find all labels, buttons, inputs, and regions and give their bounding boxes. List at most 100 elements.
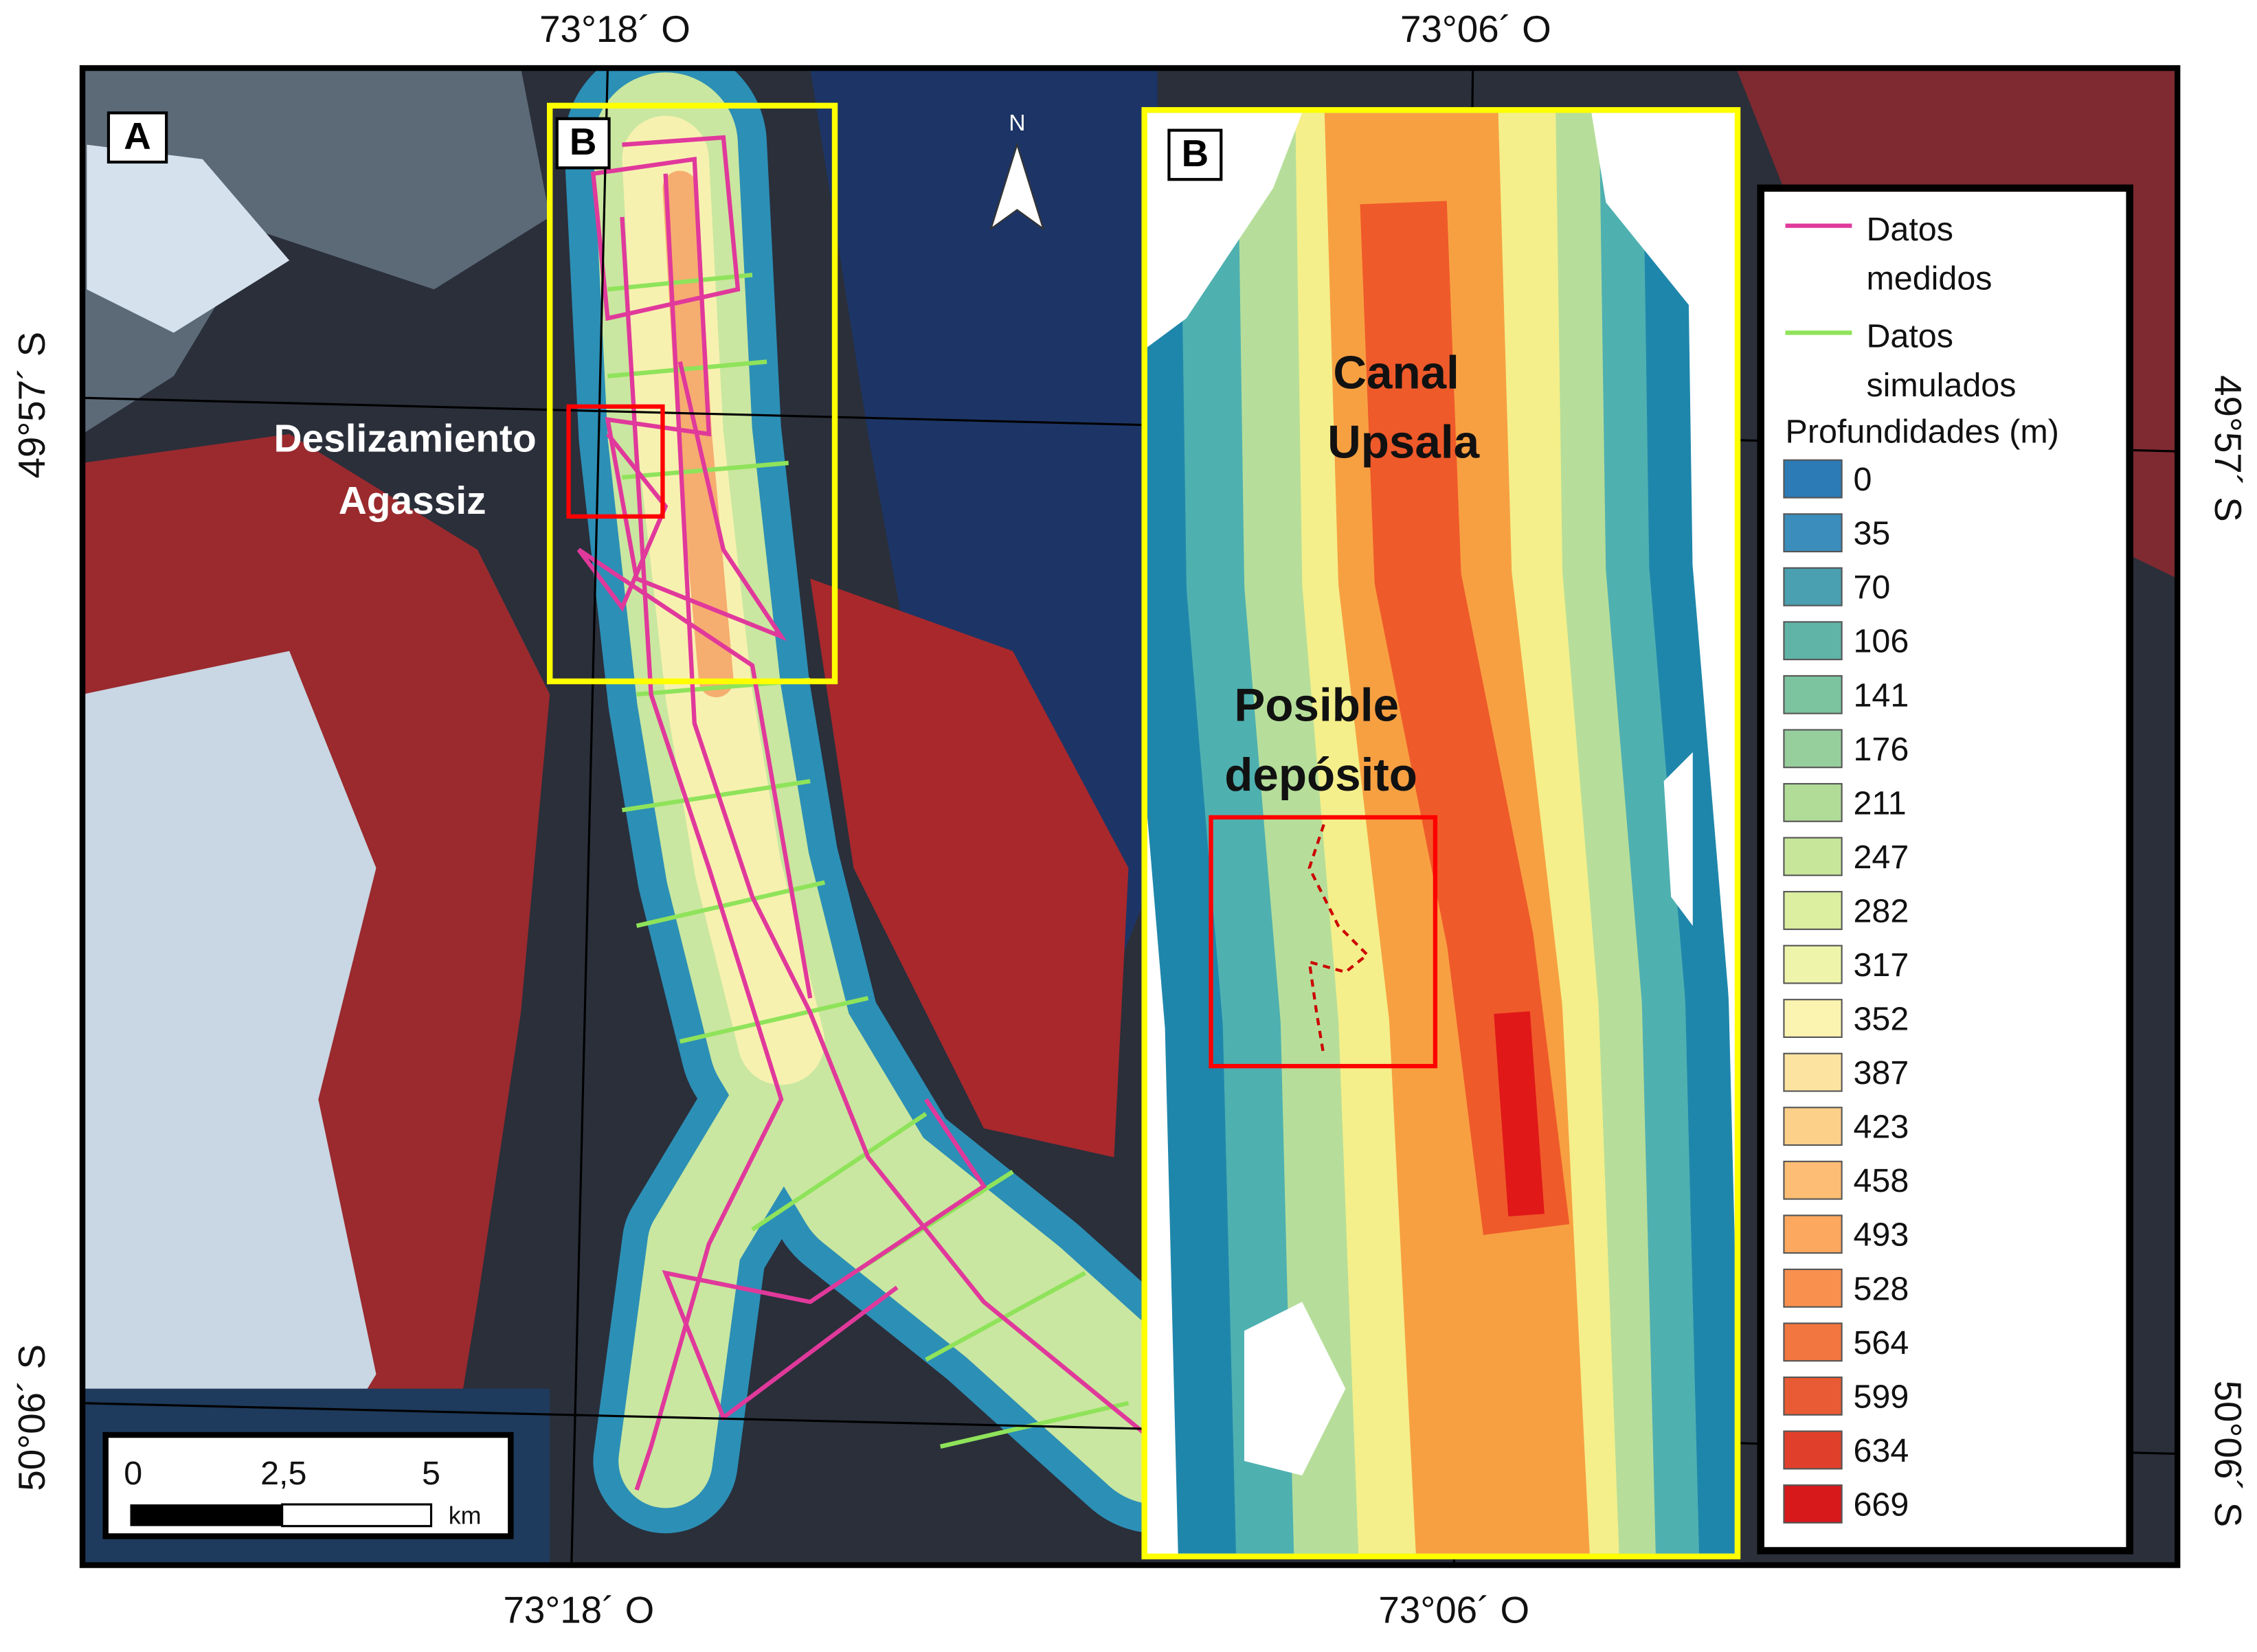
transect — [680, 996, 869, 1044]
coordinate-label: 50°06´ S — [2207, 1381, 2249, 1528]
track — [620, 216, 784, 1491]
coordinate-label: 73°06´ O — [1378, 1589, 1529, 1631]
legend-label: 669 — [1853, 1486, 1909, 1523]
legend-swatch — [1783, 944, 1843, 984]
legend-label: 493 — [1853, 1217, 1909, 1254]
legend-label: 634 — [1853, 1432, 1909, 1469]
panel-label-box — [106, 111, 168, 164]
transect — [607, 359, 767, 378]
annotation: Posible — [1234, 680, 1399, 732]
track — [663, 173, 1145, 1434]
legend-label: 141 — [1853, 677, 1909, 714]
scale-label: 2,5 — [260, 1455, 306, 1492]
scale-segment — [281, 1503, 433, 1528]
inset-frame — [1141, 106, 1741, 1560]
legend-swatch — [1783, 621, 1843, 661]
transect — [607, 273, 753, 292]
scale-segment — [130, 1504, 282, 1526]
deposit-outline — [1307, 824, 1370, 1056]
legend-swatch — [1783, 1107, 1843, 1146]
deposit-box — [566, 404, 665, 519]
graticule-line — [570, 68, 609, 1565]
legend-title: Profundidades (m) — [1786, 414, 2059, 451]
legend-label: medidos — [1866, 260, 1992, 297]
scale-label: 0 — [124, 1455, 142, 1492]
coordinate-label: 49°57´ S — [2207, 375, 2249, 522]
legend-label: Datos — [1866, 211, 1953, 248]
legend-swatch — [1783, 1214, 1843, 1254]
legend-label: Datos — [1866, 318, 1953, 355]
map-frame — [79, 65, 2181, 1568]
legend-label: 387 — [1853, 1054, 1909, 1091]
legend-label: 599 — [1853, 1378, 1909, 1415]
legend-swatch — [1783, 1160, 1843, 1200]
legend-swatch — [1783, 1484, 1843, 1524]
annotation: Upsala — [1327, 416, 1479, 468]
track — [576, 432, 813, 999]
legend-swatch — [1783, 1052, 1843, 1092]
legend-swatch — [1783, 729, 1843, 769]
legend-label: 282 — [1853, 892, 1909, 929]
panel-label-box — [1167, 128, 1223, 181]
panel-label-box — [555, 117, 611, 170]
legend-label: 352 — [1853, 1001, 1909, 1038]
legend: Profundidades (m) Datos medidos Datos simul… — [1757, 184, 2133, 1554]
transect — [751, 1111, 928, 1232]
legend-label: 211 — [1853, 784, 1906, 822]
inset-bathymetry — [1147, 113, 1735, 1554]
legend-label: 106 — [1853, 623, 1909, 660]
legend-label: 317 — [1853, 947, 1909, 984]
legend-label: 176 — [1853, 731, 1909, 768]
track — [590, 135, 787, 642]
channel-mid — [618, 1052, 829, 1508]
legend-swatch — [1783, 1268, 1843, 1308]
scale-unit: km — [449, 1502, 482, 1530]
north-arrow — [989, 142, 1045, 231]
annotation: Agassiz — [339, 479, 486, 523]
legend-label: 564 — [1853, 1324, 1909, 1361]
track — [662, 1098, 987, 1421]
depth-band — [1494, 1011, 1545, 1217]
transect — [622, 779, 811, 813]
legend-swatch — [1783, 675, 1843, 714]
legend-label: simulados — [1866, 367, 2016, 404]
inset-extent-box — [546, 102, 838, 685]
annotation: Canal — [1333, 347, 1459, 398]
legend-swatch — [1783, 999, 1843, 1038]
legend-swatch — [1783, 1376, 1843, 1416]
annotation: depósito — [1224, 749, 1417, 801]
glacier — [87, 144, 290, 333]
panel-label: A — [124, 115, 151, 157]
legend-swatch — [1783, 459, 1843, 499]
panel-label: B — [1182, 132, 1209, 174]
coordinate-label: 49°57´ S — [10, 332, 53, 479]
legend-swatch — [1783, 567, 1843, 607]
scale-label: 5 — [422, 1455, 440, 1492]
legend-label: 0 — [1853, 461, 1872, 498]
legend-label: 528 — [1853, 1270, 1909, 1307]
coordinate-label: 73°18´ O — [539, 8, 690, 50]
measured-tracks — [576, 135, 1145, 1491]
legend-swatch — [1783, 782, 1843, 822]
coordinate-label: 73°06´ O — [1400, 8, 1551, 50]
inset-panel: B Canal Upsala Posible depósito — [1141, 106, 1741, 1560]
north-label: N — [1009, 111, 1025, 136]
legend-label: 423 — [1853, 1109, 1909, 1146]
vegetation — [810, 578, 1129, 1157]
coordinate-label: 50°06´ S — [10, 1344, 53, 1491]
legend-label: 70 — [1853, 569, 1890, 606]
legend-swatch — [1783, 513, 1843, 553]
land — [1663, 752, 1693, 926]
transect — [925, 1271, 1086, 1362]
legend-label: 247 — [1853, 839, 1909, 876]
legend-swatch — [1783, 1322, 1843, 1362]
panel-label: B — [570, 120, 597, 163]
transect — [940, 1401, 1130, 1449]
legend-swatch — [1783, 891, 1843, 930]
scale-bar: 0 2,5 5 km — [102, 1432, 514, 1539]
legend-label: 35 — [1853, 515, 1890, 552]
land — [1591, 113, 1735, 362]
land — [1244, 1302, 1346, 1475]
glacier — [82, 650, 377, 1565]
